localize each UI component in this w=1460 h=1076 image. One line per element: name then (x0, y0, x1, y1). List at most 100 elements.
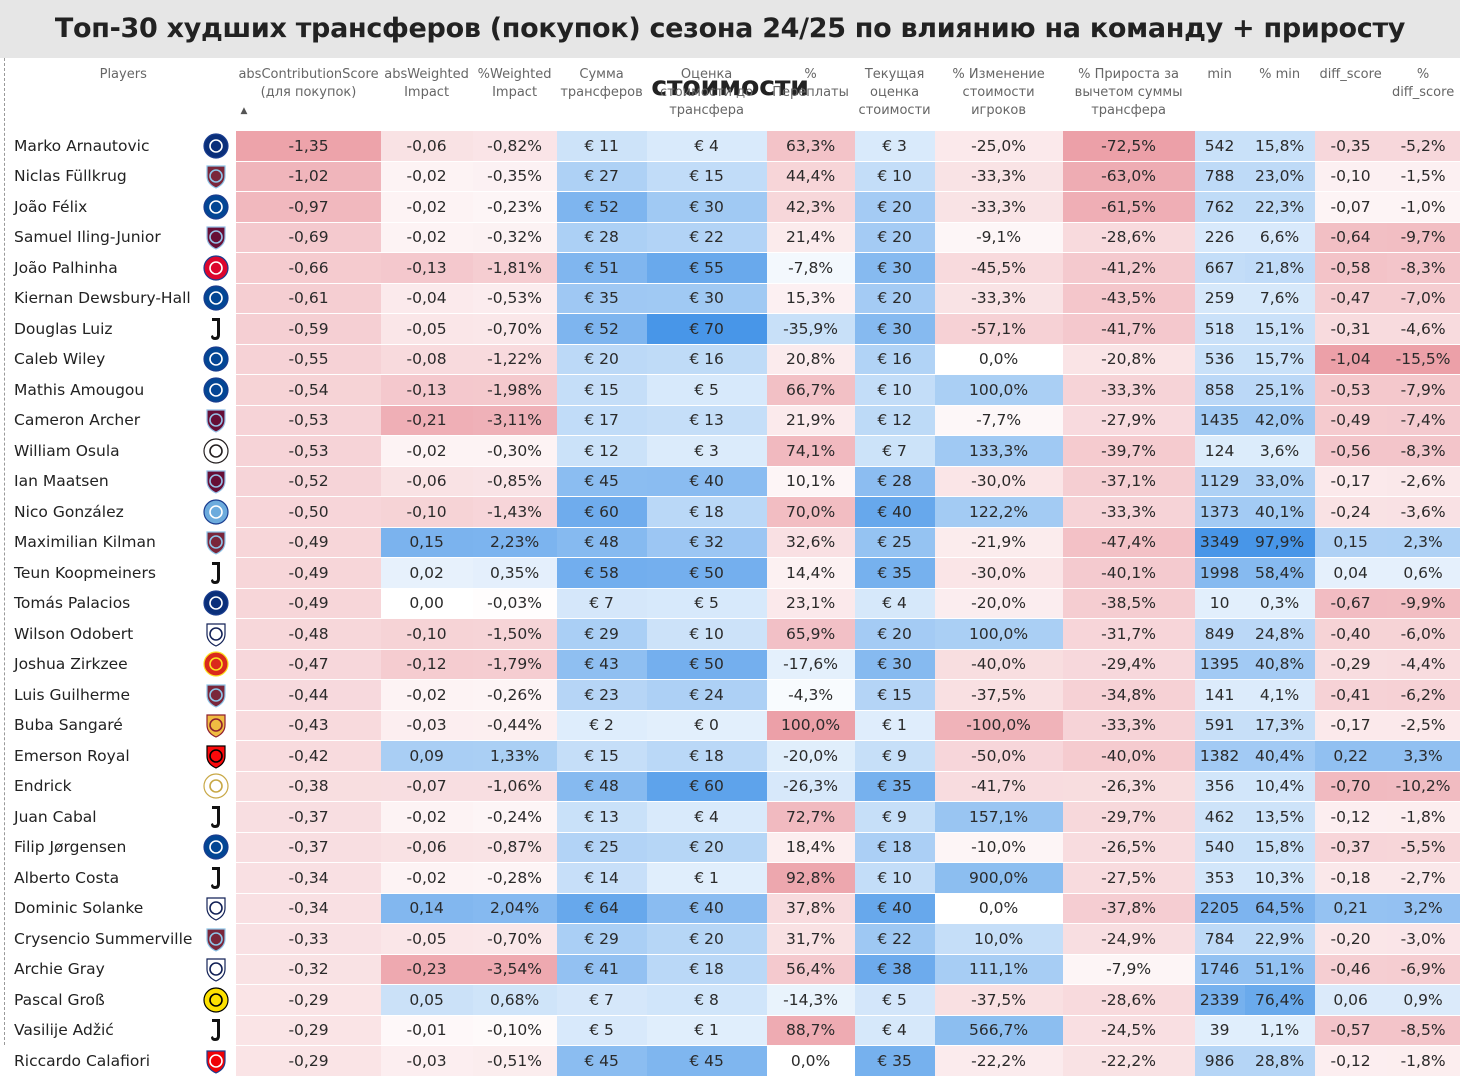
table-row[interactable]: Alberto Costa -0,34 -0,02 -0,28% € 14 € 1 92,8… (10, 862, 1460, 893)
pct-weighted-cell: -1,43% (472, 496, 557, 527)
table-row[interactable]: Joshua Zirkzee -0,47 -0,12 -1,79% € 43 € 50 -1… (10, 648, 1460, 680)
sort-ascending-icon[interactable]: ▲ (240, 106, 248, 116)
table-row[interactable]: Endrick -0,38 -0,07 -1,06% € 48 € 60 -26,3% € 3… (10, 770, 1460, 802)
table-row[interactable]: Kiernan Dewsbury-Hall -0,61 -0,04 -0,53% € 3… (10, 282, 1460, 314)
value-change-cell: -57,1% (934, 313, 1063, 344)
club-crest-cell (196, 526, 237, 558)
contribution-cell: -0,29 (236, 984, 381, 1015)
pct-min-cell: 0,3% (1244, 587, 1315, 619)
table-row[interactable]: Maximilian Kilman -0,49 0,15 2,23% € 48 € 32 3… (10, 526, 1460, 558)
table-row[interactable]: Wilson Odobert -0,48 -0,10 -1,50% € 29 € 10 65… (10, 618, 1460, 649)
table-row[interactable]: Crysencio Summerville -0,33 -0,05 -0,70% € 2… (10, 923, 1460, 954)
transfer-fee-cell: € 20 (556, 343, 647, 375)
table-row[interactable]: Mathis Amougou -0,54 -0,13 -1,98% € 15 € 5 66,… (10, 374, 1460, 405)
chelsea-crest-icon (203, 834, 230, 860)
diff-score-cell: 0,04 (1314, 557, 1387, 588)
pct-min-cell: 21,8% (1244, 252, 1315, 283)
table-row[interactable]: Vasilije Adžić -0,29 -0,01 -0,10% € 5 € 1 88,7… (10, 1014, 1460, 1046)
juventus-crest-icon (211, 805, 221, 828)
table-row[interactable]: Ian Maatsen -0,52 -0,06 -0,85% € 45 € 40 10,1%… (10, 465, 1460, 497)
abs-weighted-cell: 0,02 (380, 557, 473, 588)
table-row[interactable]: João Palhinha -0,66 -0,13 -1,81% € 51 € 55 -7,… (10, 252, 1460, 283)
table-row[interactable]: Cameron Archer -0,53 -0,21 -3,11% € 17 € 13 21… (10, 404, 1460, 436)
table-row[interactable]: Riccardo Calafiori -0,29 -0,03 -0,51% € 45 € … (10, 1045, 1460, 1076)
min-cell: 2205 (1194, 892, 1245, 924)
player-name-cell: Archie Gray (10, 953, 197, 985)
current-value-cell: € 9 (854, 740, 935, 771)
pct-weighted-cell: -0,82% (472, 130, 557, 161)
pct-min-cell: 40,4% (1244, 740, 1315, 771)
min-cell: 2339 (1194, 984, 1245, 1015)
column-header-contribution[interactable]: absContributionScore (для покупок) ▲ (236, 62, 380, 131)
column-header-players[interactable]: Players (99, 67, 147, 82)
column-header-net-growth[interactable]: % Прироста за вычетом суммы трансфера (1074, 67, 1183, 118)
diff-score-cell: -0,17 (1314, 709, 1387, 741)
current-value-cell: € 40 (854, 892, 935, 924)
diff-score-cell: -0,24 (1314, 496, 1387, 527)
table-row[interactable]: Filip Jørgensen -0,37 -0,06 -0,87% € 25 € 20 1… (10, 831, 1460, 863)
transfer-fee-cell: € 15 (556, 374, 647, 405)
min-cell: 1746 (1194, 953, 1245, 985)
column-header-abs-weighted[interactable]: absWeighted Impact (384, 67, 469, 100)
pct-diff-score-cell: -2,7% (1386, 862, 1460, 893)
diff-score-cell: -0,07 (1314, 191, 1387, 222)
contribution-cell: -0,29 (236, 1045, 381, 1076)
column-header-overpay[interactable]: % Переплаты (772, 67, 849, 100)
table-row[interactable]: Juan Cabal -0,37 -0,02 -0,24% € 13 € 4 72,7% € … (10, 801, 1460, 832)
overpay-cell: 56,4% (766, 953, 855, 985)
table-row[interactable]: Tomás Palacios -0,49 0,00 -0,03% € 7 € 5 23,1%… (10, 587, 1460, 619)
diff-score-cell: -0,17 (1314, 465, 1387, 497)
abs-weighted-cell: -0,10 (380, 618, 473, 649)
table-row[interactable]: Luis Guilherme -0,44 -0,02 -0,26% € 23 € 24 -4… (10, 679, 1460, 710)
table-row[interactable]: João Félix -0,97 -0,02 -0,23% € 52 € 30 42,3% €… (10, 191, 1460, 222)
player-name-cell: Nico González (10, 496, 197, 527)
column-header-min[interactable]: min (1207, 67, 1232, 82)
column-header-pct-diff-score[interactable]: % diff_score (1391, 67, 1455, 100)
table-row[interactable]: Dominic Solanke -0,34 0,14 2,04% € 64 € 40 37,… (10, 892, 1460, 924)
current-value-cell: € 30 (854, 313, 935, 344)
value-before-cell: € 50 (646, 557, 767, 588)
club-crest-cell (196, 740, 237, 771)
transfer-fee-cell: € 29 (556, 923, 647, 954)
column-header-pct-min[interactable]: % min (1259, 67, 1301, 82)
current-value-cell: € 20 (854, 191, 935, 222)
value-before-cell: € 5 (646, 587, 767, 619)
column-header-transfer-fee[interactable]: Сумма трансферов (560, 67, 643, 100)
table-row[interactable]: Emerson Royal -0,42 0,09 1,33% € 15 € 18 -20,0… (10, 740, 1460, 771)
column-header-pct-weighted[interactable]: %Weighted Impact (477, 67, 552, 100)
table-row[interactable]: Niclas Füllkrug -1,02 -0,02 -0,35% € 27 € 15 4… (10, 160, 1460, 192)
table-row[interactable]: Nico González -0,50 -0,10 -1,43% € 60 € 18 70,… (10, 496, 1460, 527)
table-row[interactable]: William Osula -0,53 -0,02 -0,30% € 12 € 3 74,1… (10, 435, 1460, 466)
transfer-fee-cell: € 11 (556, 130, 647, 161)
table-row[interactable]: Caleb Wiley -0,55 -0,08 -1,22% € 20 € 16 20,8%… (10, 343, 1460, 375)
table-row[interactable]: Archie Gray -0,32 -0,23 -3,54% € 41 € 18 56,4%… (10, 953, 1460, 985)
column-header-diff-score[interactable]: diff_score (1319, 67, 1382, 82)
abs-weighted-cell: -0,06 (380, 831, 473, 863)
table-row[interactable]: Pascal Groß -0,29 0,05 0,68% € 7 € 8 -14,3% € 5… (10, 984, 1460, 1015)
abs-weighted-cell: -0,03 (380, 709, 473, 741)
net-growth-cell: -26,3% (1062, 770, 1195, 802)
contribution-cell: -0,33 (236, 923, 381, 954)
current-value-cell: € 30 (854, 648, 935, 680)
table-row[interactable]: Buba Sangaré -0,43 -0,03 -0,44% € 2 € 0 100,0%… (10, 709, 1460, 741)
pct-weighted-cell: -0,51% (472, 1045, 557, 1076)
column-header-value-before[interactable]: Оценка стоимости до трансфера (660, 67, 754, 118)
value-before-cell: € 60 (646, 770, 767, 802)
current-value-cell: € 10 (854, 374, 935, 405)
club-crest-cell (196, 496, 237, 527)
column-header-current-value[interactable]: Текущая оценка стоимости (858, 67, 931, 118)
transfer-fee-cell: € 45 (556, 1045, 647, 1076)
player-name-cell: João Félix (10, 191, 197, 222)
net-growth-cell: -27,9% (1062, 404, 1195, 436)
current-value-cell: € 12 (854, 404, 935, 436)
table-row[interactable]: Teun Koopmeiners -0,49 0,02 0,35% € 58 € 50 14… (10, 557, 1460, 588)
current-value-cell: € 25 (854, 526, 935, 558)
pct-min-cell: 97,9% (1244, 526, 1315, 558)
table-row[interactable]: Douglas Luiz -0,59 -0,05 -0,70% € 52 € 70 -35,… (10, 313, 1460, 344)
net-growth-cell: -40,0% (1062, 740, 1195, 771)
table-row[interactable]: Samuel Iling-Junior -0,69 -0,02 -0,32% € 28 €… (10, 221, 1460, 253)
value-change-cell: 122,2% (934, 496, 1063, 527)
abs-weighted-cell: -0,03 (380, 1045, 473, 1076)
column-header-value-change[interactable]: % Изменение стоимости игроков (952, 67, 1045, 118)
